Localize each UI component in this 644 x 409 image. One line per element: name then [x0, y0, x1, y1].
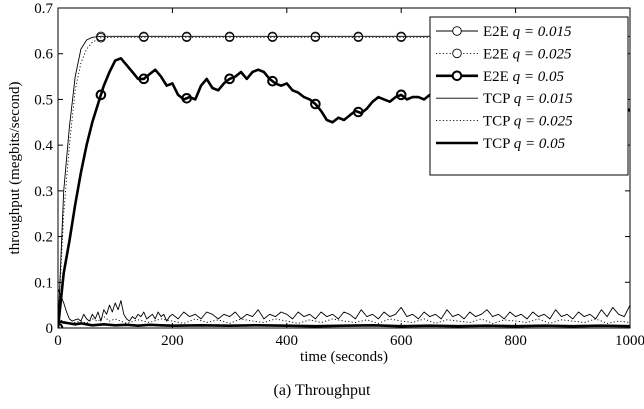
legend-label-tcp-q-0-015: TCP q = 0.015: [483, 91, 573, 107]
series-marker-e2e-q-0-05: [95, 89, 107, 101]
y-tick-label: 0.5: [34, 92, 53, 108]
legend-label-e2e-q-0-05: E2E q = 0.05: [483, 69, 564, 85]
series-marker-e2e-q-0-05: [395, 89, 407, 101]
throughput-chart: 0 200 400 600 800 1000 0 0.1 0.2 0.3 0.4 0.5 0.6 0.7 t…: [7, 1, 644, 365]
legend-marker-e2e-q-0-015: [452, 26, 462, 36]
series-marker-e2e-q-0-05: [353, 106, 364, 118]
y-tick-label: 0.1: [34, 275, 53, 291]
y-tick-label: 0.4: [34, 138, 53, 154]
series-marker-e2e-q-0-025: [396, 32, 406, 43]
x-tick-label: 400: [276, 333, 299, 349]
legend-marker-e2e-q-0-05: [451, 70, 463, 82]
series-line-tcp-q-0-025: [58, 316, 630, 324]
y-tick-label: 0.6: [34, 47, 53, 63]
series-line-tcp-q-0-015: [58, 288, 630, 322]
x-tick-label: 0: [54, 333, 62, 349]
series-marker-e2e-q-0-05: [181, 92, 192, 104]
x-tick-label: 200: [161, 333, 184, 349]
legend-box: [429, 16, 629, 176]
x-tick-label: 800: [504, 333, 527, 349]
legend-label-e2e-q-0-015: E2E q = 0.015: [483, 24, 572, 40]
legend-label-e2e-q-0-025: E2E q = 0.025: [483, 46, 572, 62]
legend-marker-e2e-q-0-025: [452, 48, 462, 59]
y-tick-label: 0: [46, 321, 54, 337]
series-marker-e2e-q-0-025: [181, 32, 192, 43]
figure-caption: (a) Throughput: [273, 382, 371, 399]
legend-label-tcp-q-0-025: TCP q = 0.025: [483, 114, 573, 130]
axes: 0 200 400 600 800 1000 0 0.1 0.2 0.3 0.4 0.5 0.6 0.7 t…: [7, 1, 644, 365]
legend-label-tcp-q-0-05: TCP q = 0.05: [483, 136, 566, 152]
y-tick-label: 0.7: [34, 1, 53, 17]
series-marker-e2e-q-0-05: [138, 73, 150, 85]
series-line-e2e-q-0-025: [58, 36, 630, 328]
series-marker-e2e-q-0-025: [353, 32, 364, 43]
plot-frame: [57, 7, 631, 329]
x-tick-label: 1000: [615, 333, 644, 349]
series-marker-e2e-q-0-05: [224, 73, 235, 85]
series-line-tcp-q-0-05: [58, 319, 630, 328]
series-marker-e2e-q-0-025: [96, 32, 106, 43]
y-tick-label: 0.3: [34, 184, 53, 200]
legend: E2E q = 0.015 E2E q = 0.025 E2E q = 0.05 TC…: [429, 16, 629, 176]
series-marker-e2e-q-0-05: [310, 98, 321, 110]
series-marker-e2e-q-0-025: [310, 32, 321, 43]
y-axis-label: throughput (megbits/second): [7, 82, 23, 255]
x-tick-label: 600: [390, 333, 413, 349]
x-axis-label: time (seconds): [300, 349, 388, 365]
series-marker-e2e-q-0-025: [267, 32, 278, 43]
series-marker-e2e-q-0-025: [224, 32, 235, 43]
y-tick-label: 0.2: [34, 230, 53, 246]
series-marker-e2e-q-0-025: [139, 32, 149, 43]
series-marker-e2e-q-0-05: [267, 75, 278, 87]
